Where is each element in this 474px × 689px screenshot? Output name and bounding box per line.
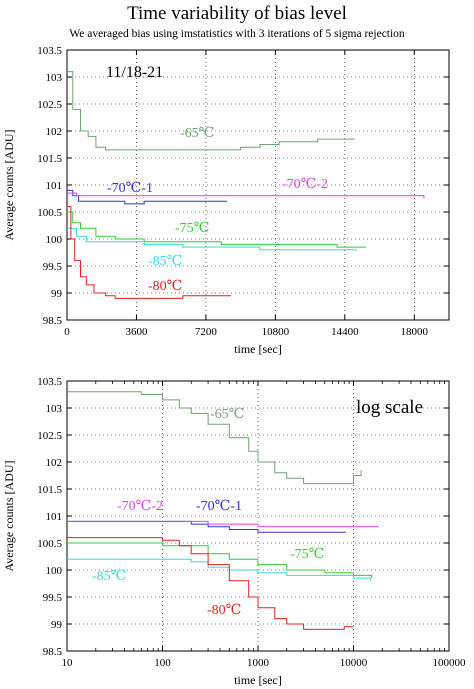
- series-line--70-2: [67, 520, 379, 528]
- series-label: -70℃-1: [196, 499, 242, 514]
- y-tick-label: 100.5: [37, 207, 62, 219]
- chart-panel-1: 98.5 99 99.5 100 100.5 101 101.5 102 102.5 103 103…: [2, 45, 450, 356]
- series-label: -65℃: [210, 407, 244, 422]
- y-tick-label: 99.5: [43, 592, 63, 604]
- x-tick-label: 0: [64, 326, 70, 338]
- plot-annotation: 11/18-21: [106, 64, 163, 81]
- x-tick-label: 7200: [195, 326, 218, 338]
- x-tick-label: 100000: [433, 657, 467, 669]
- x-tick-label: 1000: [247, 657, 270, 669]
- series-label: -85℃: [148, 254, 182, 269]
- x-tick-label: 14400: [331, 326, 359, 338]
- series-label: -85℃: [92, 569, 126, 584]
- y-tick-label: 103: [46, 72, 63, 84]
- y-tick-label: 101.5: [37, 484, 62, 496]
- series-line--85: [67, 558, 371, 581]
- series-label: -80℃: [207, 603, 241, 618]
- series-line--85: [67, 227, 357, 251]
- series-label: -70℃-2: [117, 499, 163, 514]
- plot-frame: [66, 49, 450, 321]
- series-line--80: [67, 206, 231, 299]
- series-label: -75℃: [290, 547, 324, 562]
- series-label: -70℃-1: [107, 181, 153, 196]
- series-label: -80℃: [148, 279, 182, 294]
- series-line--75: [67, 211, 366, 248]
- chart-subtitle: We averaged bias using imstatistics with…: [69, 28, 405, 40]
- x-axis-label: time [sec]: [234, 342, 282, 356]
- y-tick-label: 102: [46, 126, 63, 138]
- y-tick-label: 101.5: [37, 153, 62, 165]
- y-axis-label: Average counts [ADU]: [2, 460, 16, 571]
- y-axis-label: Average counts [ADU]: [2, 129, 16, 240]
- y-tick-label: 100.5: [37, 538, 62, 550]
- series-line--65: [67, 391, 362, 485]
- y-tick-label: 100: [46, 234, 63, 246]
- series-line--80: [67, 537, 354, 630]
- y-tick-label: 99: [51, 288, 63, 300]
- x-tick-label: 18000: [401, 326, 429, 338]
- y-tick-label: 101: [46, 180, 63, 192]
- y-tick-label: 102: [46, 457, 63, 469]
- x-tick-label: 10800: [262, 326, 290, 338]
- chart-title: Time variability of bias level: [127, 3, 347, 24]
- chart-panel-2: 98.5 99 99.5 100 100.5 101 101.5 102 102.5 103 103…: [2, 376, 466, 687]
- y-tick-label: 102.5: [37, 99, 62, 111]
- y-tick-label: 103.5: [37, 376, 62, 388]
- y-tick-label: 98.5: [43, 315, 63, 327]
- plot-frame: [66, 380, 450, 652]
- series-line--65: [67, 71, 355, 151]
- x-tick-label: 100: [154, 657, 171, 669]
- y-tick-label: 100: [46, 565, 63, 577]
- series-line--70-2: [67, 192, 425, 199]
- x-tick-label: 10: [62, 657, 74, 669]
- y-tick-label: 103.5: [37, 45, 62, 57]
- series-label: -70℃-2: [282, 177, 328, 192]
- plot-annotation: log scale: [356, 397, 423, 418]
- x-tick-label: 3600: [125, 326, 148, 338]
- y-tick-label: 99.5: [43, 261, 63, 273]
- series-label: -75℃: [175, 221, 209, 236]
- series-line--75: [67, 542, 373, 579]
- series-label: -65℃: [180, 126, 214, 141]
- y-tick-label: 98.5: [43, 646, 63, 658]
- y-tick-label: 99: [51, 619, 63, 631]
- y-tick-label: 103: [46, 403, 63, 415]
- x-tick-label: 10000: [340, 657, 368, 669]
- y-tick-label: 102.5: [37, 430, 62, 442]
- y-tick-label: 101: [46, 511, 63, 523]
- x-axis-label: time [sec]: [234, 673, 282, 687]
- series-line--70-1: [67, 189, 228, 205]
